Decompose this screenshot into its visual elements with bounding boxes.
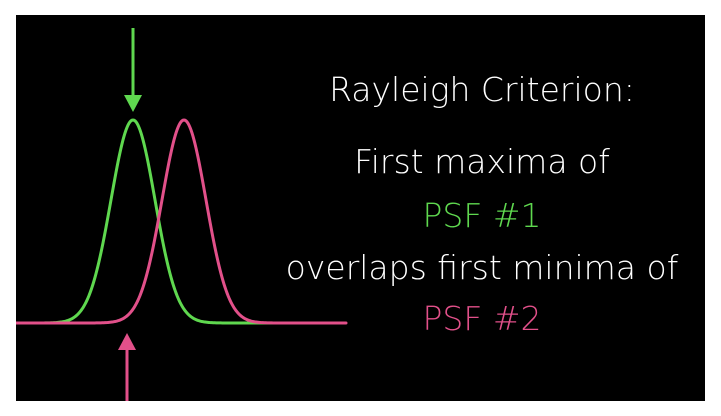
- psf1-label: PSF #1: [422, 196, 542, 235]
- slide-title: Rayleigh Criterion:: [329, 70, 635, 109]
- arrow-up-icon: [118, 333, 136, 401]
- slide: Rayleigh Criterion: First maxima of PSF …: [16, 15, 705, 401]
- statement-line-1: First maxima of: [354, 142, 610, 181]
- psf2-label: PSF #2: [422, 299, 542, 338]
- psf-diagram: [16, 28, 348, 401]
- psf2-curve: [16, 118, 348, 325]
- psf1-curve: [16, 118, 296, 325]
- statement-line-3: overlaps first minima of: [285, 248, 679, 287]
- arrow-down-icon: [124, 28, 142, 112]
